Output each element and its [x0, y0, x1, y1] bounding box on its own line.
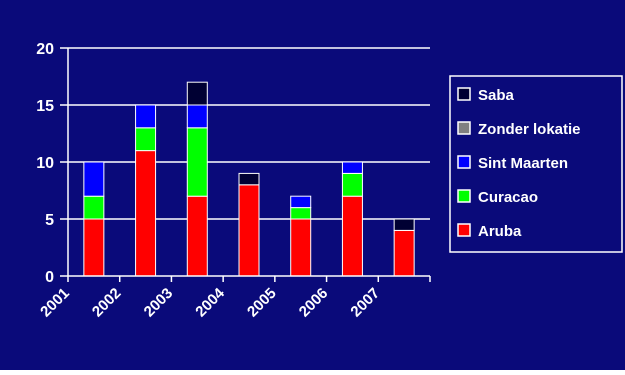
bar-segment-saba-2007	[393, 218, 415, 231]
bar-segment-aruba-2001	[83, 218, 105, 277]
bar-segment-aruba-2003	[186, 195, 208, 277]
y-tick-label: 10	[36, 155, 54, 172]
legend-label: Zonder lokatie	[478, 121, 581, 138]
legend-label: Curacao	[478, 189, 538, 206]
y-tick-label: 0	[45, 269, 54, 286]
bar-segment-aruba-2004	[238, 184, 260, 277]
y-tick-labels: 0 5 10 15 20	[36, 41, 54, 286]
bar-segment-curacao-2005	[290, 207, 312, 220]
y-tick-label: 20	[36, 41, 54, 58]
legend-swatch	[457, 223, 471, 237]
bar-segment-curacao-2003	[186, 127, 208, 197]
legend-swatch	[457, 87, 471, 101]
bar-segment-aruba-2005	[290, 218, 312, 277]
legend-box	[449, 75, 623, 253]
y-tick-label: 15	[36, 98, 54, 115]
bar-segment-sint-maarten-2005	[290, 195, 312, 209]
bar-segment-curacao-2002	[135, 127, 157, 152]
bar-segment-saba-2003	[186, 81, 208, 106]
bar-segment-curacao-2001	[83, 195, 105, 220]
bar-segment-aruba-2007	[393, 229, 415, 277]
legend-label: Aruba	[478, 223, 522, 240]
legend-label: Saba	[478, 87, 515, 104]
legend-label: Sint Maarten	[478, 155, 568, 172]
bar-segment-aruba-2006	[341, 195, 363, 277]
bar-segment-aruba-2002	[135, 150, 157, 277]
bar-segment-saba-2004	[238, 172, 260, 186]
legend-swatch	[457, 155, 471, 169]
bar-segment-sint-maarten-2003	[186, 104, 208, 129]
bar-segment-sint-maarten-2006	[341, 161, 363, 174]
axes	[67, 48, 431, 282]
bar-segment-sint-maarten-2002	[135, 104, 157, 129]
bar-segment-curacao-2006	[341, 172, 363, 197]
legend-swatch	[457, 121, 471, 135]
y-tick-label: 5	[45, 212, 54, 229]
bar-segment-sint-maarten-2001	[83, 161, 105, 197]
legend: Saba Zonder lokatie Sint Maarten Curacao Aru…	[449, 75, 623, 253]
legend-swatch	[457, 189, 471, 203]
bars	[83, 81, 415, 277]
